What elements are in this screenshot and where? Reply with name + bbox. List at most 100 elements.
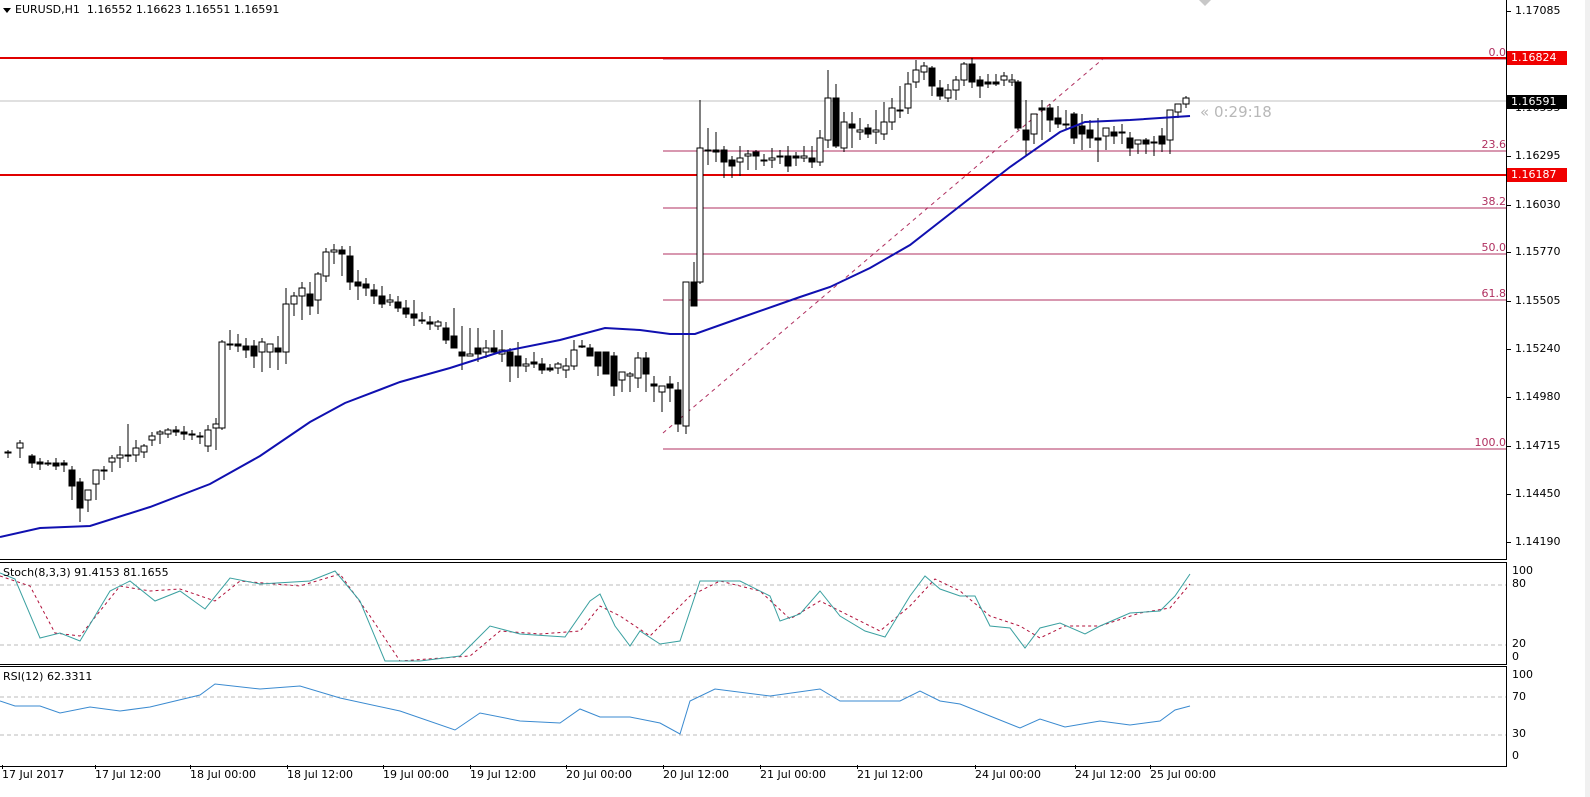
fib-level-label: 38.2 [1481,195,1507,208]
bear-candle [792,152,800,166]
bull-candle [44,460,52,466]
bear-candle [752,150,760,170]
bear-candle [674,382,682,432]
rsi-chart [0,683,1506,736]
bear-candle [242,338,250,358]
bull-candle [164,428,172,438]
bull-candle [880,102,888,140]
bull-candle [856,118,864,140]
bull-candle [736,146,744,176]
bear-candle [1118,124,1126,144]
bull-candle [696,100,704,284]
bull-candle [800,146,808,162]
bull-candle [290,292,298,316]
bear-candle [250,340,258,368]
time-label: 21 Jul 00:00 [760,765,826,781]
bear-candle [338,246,346,276]
price-chart-panel[interactable]: EURUSD,H1 1.16552 1.16623 1.16551 1.1659… [0,0,1507,560]
bull-candle [330,244,338,264]
bull-candle [816,130,824,166]
bear-candle [1086,120,1094,148]
time-label: 17 Jul 2017 [2,765,65,781]
bull-candle [212,418,220,450]
price-tick: 1.16030 [1507,198,1561,212]
chart-shift-marker-icon[interactable] [1199,0,1211,6]
candles-group [4,58,1190,522]
bear-candle [1014,80,1022,130]
stoch-level-80: 80 [1512,577,1526,590]
bull-candle [618,371,626,392]
price-tick: 1.16295 [1507,149,1561,163]
bear-candle [410,300,418,326]
bear-candle [690,262,698,307]
price-tick: 1.14450 [1507,487,1561,501]
bear-candle [578,340,586,348]
bear-candle [234,334,242,352]
bear-candle [4,450,12,458]
bull-candle [904,72,912,114]
bull-candle [16,440,24,458]
triangle-down-icon[interactable] [3,7,11,13]
time-axis[interactable]: 17 Jul 2017 17 Jul 12:00 18 Jul 00:00 18 Ju… [0,765,1506,797]
bull-candle [116,446,124,468]
bear-candle [992,74,1000,86]
bear-candle [808,146,816,168]
bull-candle [322,248,330,282]
bull-candle [140,444,148,458]
bull-candle [570,340,578,370]
price-axis[interactable]: 1.170851.165551.162951.160301.157701.155… [1507,0,1590,559]
price-tick: 1.15770 [1507,245,1561,259]
bull-candle [282,288,290,364]
symbol-legend: EURUSD,H1 1.16552 1.16623 1.16551 1.1659… [3,3,279,16]
bear-candle [450,308,458,349]
bear-candle [458,326,466,370]
time-label: 19 Jul 12:00 [470,765,536,781]
bear-candle [610,352,618,396]
bear-candle [378,286,386,308]
bear-candle [704,128,712,165]
fib-level-label: 50.0 [1481,241,1507,254]
bull-candle [132,440,140,462]
bear-candle [1022,100,1030,156]
bar-countdown-timer: « 0:29:18 [1200,103,1272,121]
bull-candle [298,282,306,320]
price-tick: 1.14190 [1507,535,1561,549]
bull-candle [744,150,752,170]
bear-candle [52,458,60,470]
bear-candle [490,330,498,354]
bull-candle [218,340,226,430]
bear-candle [602,351,610,375]
bear-candle [346,246,354,290]
bull-candle [920,62,928,80]
rsi-level-70: 70 [1512,690,1526,703]
bear-candle [402,300,410,318]
bull-candle [258,338,266,372]
stoch-level-0: 0 [1512,650,1519,663]
price-tick: 1.14980 [1507,390,1561,404]
stochastic-panel[interactable]: Stoch(8,3,3) 91.4153 81.1655 [0,562,1507,665]
bull-candle [960,62,968,86]
bull-candle [108,455,116,472]
bear-candle [1150,136,1158,156]
bull-candle [92,469,100,500]
stochastic-chart [0,570,1506,662]
rsi-panel[interactable]: RSI(12) 62.3311 [0,666,1507,767]
resistance-price-tag: 1.16824 [1507,51,1567,65]
time-label: 21 Jul 12:00 [857,765,923,781]
bear-candle [976,76,984,98]
rsi-level-100: 100 [1512,668,1533,681]
stoch-level-20: 20 [1512,637,1526,650]
bear-candle [530,352,538,368]
bull-candle [634,352,642,388]
price-tick: 1.15240 [1507,342,1561,356]
bear-candle [594,351,602,376]
bear-candle [1094,118,1102,162]
time-label: 25 Jul 00:00 [1150,765,1216,781]
bear-candle [666,376,674,402]
time-label: 20 Jul 00:00 [566,765,632,781]
bear-candle [538,358,546,374]
bear-candle [1078,114,1086,150]
bear-candle [1142,138,1150,154]
bull-candle [522,358,530,372]
